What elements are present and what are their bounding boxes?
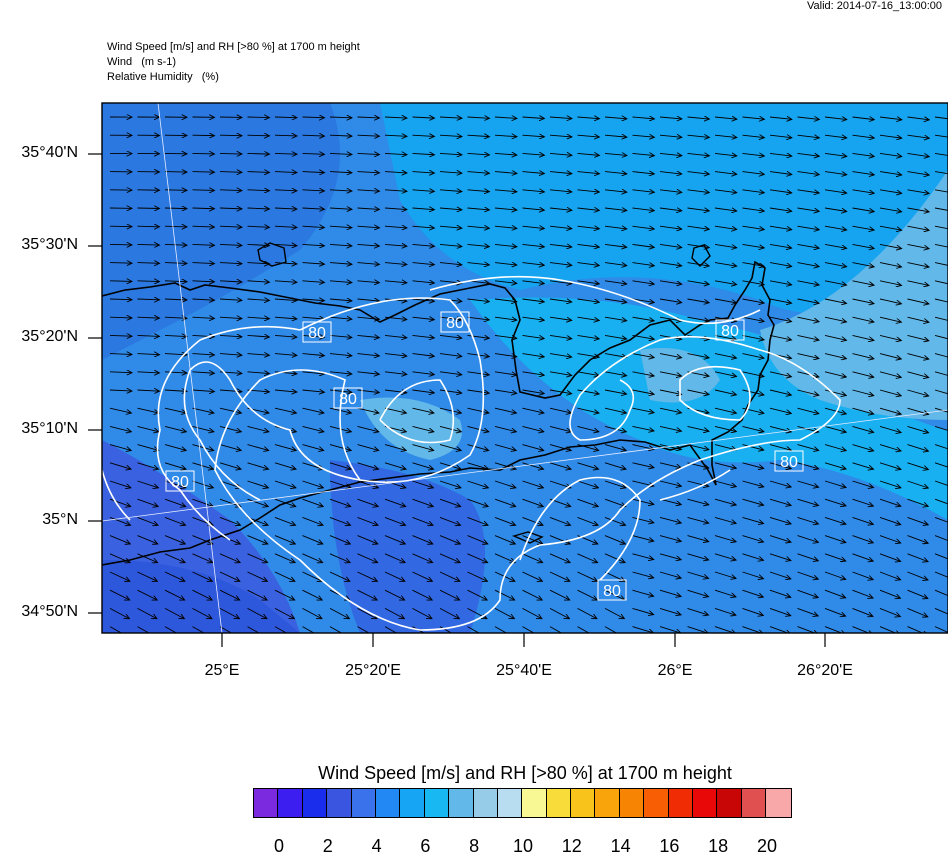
wind-arrow bbox=[220, 135, 242, 136]
header-line-3: Relative Humidity (%) bbox=[107, 71, 219, 84]
wind-arrow bbox=[138, 208, 160, 209]
colorbar-swatch bbox=[449, 789, 473, 817]
wind-arrow bbox=[110, 244, 132, 245]
colorbar-swatch bbox=[717, 789, 741, 817]
colorbar-swatch bbox=[669, 789, 693, 817]
colorbar-swatch bbox=[278, 789, 302, 817]
wind-arrow bbox=[193, 153, 215, 154]
colorbar-swatch bbox=[522, 789, 546, 817]
valid-time: Valid: 2014-07-16_13:00:00 bbox=[807, 0, 942, 12]
wind-arrow bbox=[248, 117, 270, 118]
wind-arrow bbox=[248, 135, 270, 136]
wind-arrow bbox=[138, 226, 160, 227]
wind-arrow bbox=[275, 117, 297, 118]
colorbar-title: Wind Speed [m/s] and RH [>80 %] at 1700 … bbox=[0, 763, 948, 784]
contour-label: 80 bbox=[446, 315, 464, 332]
colorbar-swatch bbox=[425, 789, 449, 817]
contour-label: 80 bbox=[308, 325, 326, 342]
colorbar-swatch bbox=[327, 789, 351, 817]
contour-label: 80 bbox=[721, 323, 739, 340]
lat-label: 35°20'N bbox=[0, 328, 78, 346]
colorbar-swatch bbox=[644, 789, 668, 817]
lon-label: 25°E bbox=[162, 662, 282, 680]
lat-label: 34°50'N bbox=[0, 603, 78, 621]
wind-arrow bbox=[165, 208, 187, 209]
colorbar-swatch bbox=[254, 789, 278, 817]
colorbar-swatch bbox=[376, 789, 400, 817]
lon-label: 25°20'E bbox=[313, 662, 433, 680]
colorbar-swatch bbox=[474, 789, 498, 817]
colorbar-swatch bbox=[303, 789, 327, 817]
colorbar bbox=[253, 788, 792, 818]
lat-label: 35°30'N bbox=[0, 236, 78, 254]
contour-label: 80 bbox=[171, 474, 189, 491]
wind-arrow bbox=[193, 172, 215, 173]
colorbar-swatch bbox=[620, 789, 644, 817]
lon-label: 25°40'E bbox=[464, 662, 584, 680]
contour-label: 80 bbox=[603, 583, 621, 600]
wind-arrow bbox=[220, 153, 242, 154]
wind-arrow bbox=[110, 263, 132, 264]
lat-label: 35°10'N bbox=[0, 420, 78, 438]
header-line-2: Wind (m s-1) bbox=[107, 56, 176, 69]
colorbar-swatch bbox=[742, 789, 766, 817]
colorbar-swatch bbox=[400, 789, 424, 817]
colorbar-swatch bbox=[693, 789, 717, 817]
colorbar-swatch bbox=[766, 789, 790, 817]
contour-label: 80 bbox=[339, 391, 357, 408]
lat-label: 35°40'N bbox=[0, 144, 78, 162]
lon-label: 26°E bbox=[615, 662, 735, 680]
contour-label: 80 bbox=[780, 454, 798, 471]
lon-label: 26°20'E bbox=[765, 662, 885, 680]
colorbar-swatch bbox=[498, 789, 522, 817]
header-line-1: Wind Speed [m/s] and RH [>80 %] at 1700 … bbox=[107, 41, 360, 54]
lat-label: 35°N bbox=[0, 511, 78, 529]
colorbar-swatch bbox=[352, 789, 376, 817]
colorbar-swatch bbox=[571, 789, 595, 817]
colorbar-swatch bbox=[595, 789, 619, 817]
colorbar-swatch bbox=[547, 789, 571, 817]
